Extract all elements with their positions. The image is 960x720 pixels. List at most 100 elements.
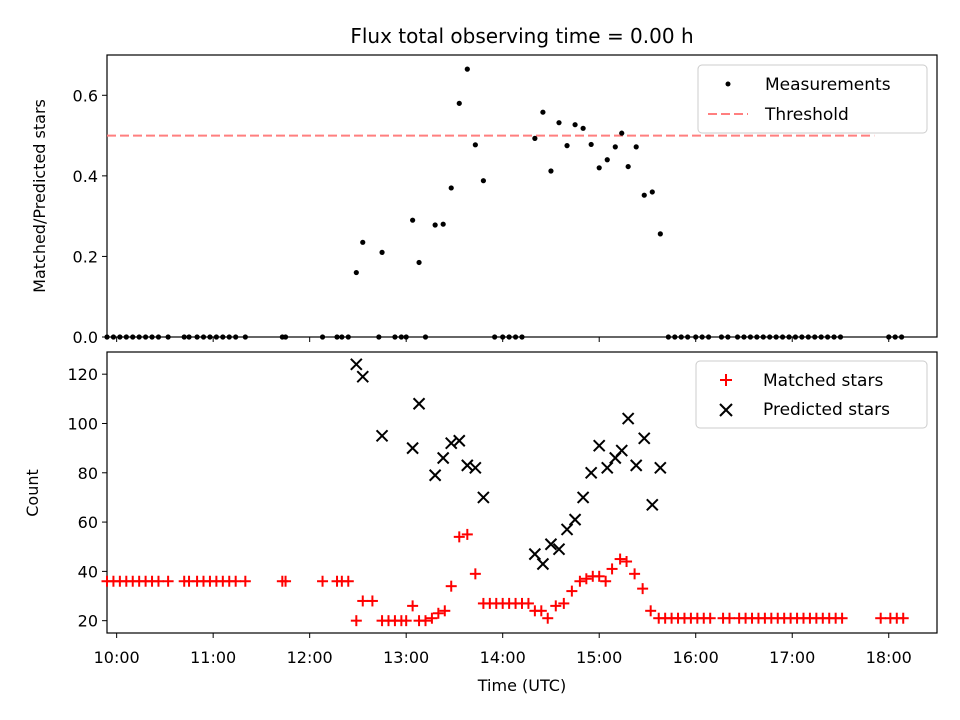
predicted-point — [428, 469, 442, 482]
matched-point — [574, 575, 586, 587]
measurement-point — [678, 334, 684, 340]
x-tick-label: 18:00 — [866, 648, 912, 667]
top-y-axis: 0.0 0.2 0.4 0.6 — [73, 86, 107, 347]
y-tick-label: 120 — [67, 365, 98, 384]
measurement-point — [718, 334, 725, 340]
matched-point — [875, 612, 887, 624]
measurement-point — [334, 334, 340, 340]
measurement-point — [392, 334, 398, 340]
matched-point — [629, 568, 641, 580]
matched-point — [606, 563, 618, 575]
matched-point — [704, 612, 716, 624]
measurement-point — [588, 141, 594, 148]
matched-point — [566, 585, 578, 597]
measurement-point — [519, 334, 525, 340]
predicted-point — [584, 466, 598, 479]
matched-point — [432, 607, 444, 619]
measurement-point — [532, 135, 538, 141]
measurement-point — [786, 334, 792, 340]
measurement-point — [805, 334, 811, 340]
y-tick-label: 100 — [67, 414, 98, 433]
measurement-point — [376, 334, 382, 340]
matched-point — [593, 570, 605, 582]
bottom-x-axis: 10:00 11:00 12:00 13:00 14:00 15:00 16:00 17:00… — [94, 633, 912, 667]
top-legend: Measurements Threshold — [697, 64, 928, 134]
y-tick-label: 20 — [78, 612, 98, 631]
matched-point — [542, 612, 554, 624]
matched-point — [162, 575, 174, 587]
measurement-point — [104, 334, 110, 340]
measurement-point — [143, 334, 149, 340]
measurement-point — [416, 259, 422, 266]
measurement-point — [734, 334, 741, 340]
measurement-point — [353, 269, 359, 276]
predicted-point — [601, 461, 614, 475]
matched-point — [836, 612, 848, 624]
measurement-point — [596, 165, 602, 171]
measurement-point — [500, 334, 506, 340]
predicted-point — [568, 513, 582, 526]
predicted-point — [552, 542, 566, 556]
measurement-point — [319, 334, 326, 340]
matched-point — [461, 528, 473, 540]
predicted-point — [477, 491, 490, 504]
matched-point — [600, 575, 612, 587]
predicted-point — [629, 459, 643, 472]
y-tick-label: 80 — [78, 464, 98, 483]
measurement-point — [799, 334, 805, 340]
predicted-point — [461, 459, 474, 472]
measurement-point — [649, 189, 655, 195]
predicted-point — [576, 491, 590, 504]
y-tick-label: 60 — [78, 513, 98, 532]
measurement-point — [672, 334, 678, 340]
measurement-point — [149, 334, 155, 340]
bottom-legend-item-matched: Matched stars — [763, 371, 883, 391]
y-tick-label: 0.2 — [73, 247, 98, 266]
matched-point — [317, 575, 329, 587]
matched-point — [469, 568, 481, 580]
matched-point — [550, 600, 562, 612]
measurement-point — [818, 334, 824, 340]
matched-point — [897, 612, 909, 624]
measurement-point — [345, 334, 351, 340]
measurement-point — [556, 120, 562, 126]
predicted-point — [528, 547, 542, 561]
predicted-point — [375, 429, 389, 443]
predicted-point — [621, 412, 635, 425]
matched-point — [522, 597, 534, 609]
matched-point — [621, 556, 633, 568]
matched-stars-series — [101, 528, 909, 627]
measurement-point — [665, 334, 671, 340]
measurement-point — [233, 334, 239, 340]
x-tick-label: 17:00 — [769, 648, 815, 667]
measurement-point — [200, 334, 207, 340]
predicted-point — [654, 461, 667, 475]
top-panel: 0.0 0.2 0.4 0.6 Matched/Predicted stars Mea… — [30, 54, 938, 347]
predicted-point — [453, 434, 466, 447]
measurement-point — [422, 334, 429, 340]
predicted-point — [412, 397, 426, 410]
measurement-point — [440, 221, 446, 227]
measurement-point — [693, 334, 699, 340]
predicted-point — [350, 358, 363, 371]
measurement-point — [892, 334, 898, 340]
measurement-point — [540, 109, 546, 115]
top-legend-item-threshold: Threshold — [764, 105, 849, 125]
x-tick-label: 11:00 — [190, 648, 236, 667]
matched-point — [230, 575, 242, 587]
matched-point — [445, 580, 457, 592]
y-tick-label: 0.6 — [73, 86, 98, 105]
measurement-point — [548, 168, 554, 174]
matched-point — [280, 575, 292, 587]
predicted-point — [469, 461, 482, 475]
measurement-point — [564, 143, 570, 149]
measurement-point — [379, 249, 385, 255]
measurement-point — [226, 334, 232, 340]
measurement-point — [117, 334, 123, 340]
x-tick-label: 14:00 — [480, 648, 526, 667]
matched-point — [439, 605, 451, 617]
measurement-point — [136, 334, 142, 340]
predicted-point — [406, 441, 419, 455]
measurement-point — [282, 334, 289, 340]
matched-point — [645, 605, 657, 617]
